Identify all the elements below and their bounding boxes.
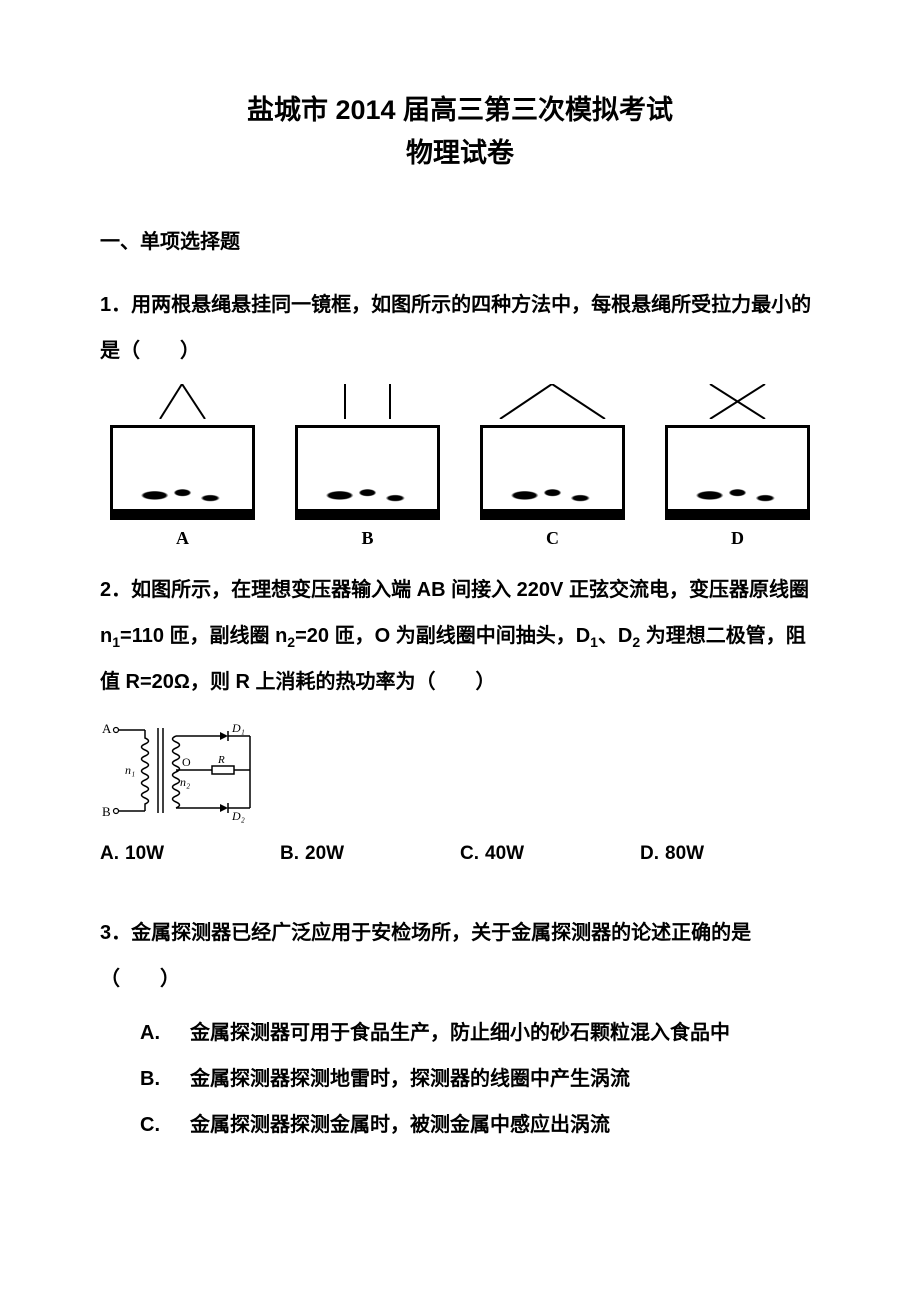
figure-b-label: B <box>361 528 373 549</box>
option-3c: C. 金属探测器探测金属时，被测金属中感应出涡流 <box>140 1102 820 1148</box>
figure-a: A <box>110 384 255 549</box>
option-3a: A. 金属探测器可用于食品生产，防止细小的砂石颗粒混入食品中 <box>140 1010 820 1056</box>
figure-c-label: C <box>546 528 559 549</box>
circuit-label-b: B <box>102 804 111 819</box>
circuit-label-d1: D₁ <box>231 721 245 735</box>
question-1-figures: A B C D <box>100 384 820 549</box>
question-3-text: 3．金属探测器已经广泛应用于安检场所，关于金属探测器的论述正确的是（ ） <box>100 910 820 1002</box>
rope-d-svg <box>665 384 810 419</box>
section-1-header: 一、单项选择题 <box>100 225 820 254</box>
question-2-options: A. 10W B. 20W C. 40W D. 80W <box>100 843 820 865</box>
exam-title-sub: 物理试卷 <box>100 131 820 170</box>
circuit-label-n2: n₂ <box>180 775 190 789</box>
option-2c: C. 40W <box>460 843 640 865</box>
circuit-label-n1: n₁ <box>125 763 135 777</box>
frame-b <box>295 425 440 520</box>
frame-a <box>110 425 255 520</box>
option-2d: D. 80W <box>640 843 760 865</box>
option-2b: B. 20W <box>280 843 460 865</box>
figure-d: D <box>665 384 810 549</box>
option-3b: B. 金属探测器探测地雷时，探测器的线圈中产生涡流 <box>140 1056 820 1102</box>
circuit-label-d2: D₂ <box>231 809 245 823</box>
circuit-diagram: A B n₁ D₁ O n₂ R D₂ <box>100 718 270 823</box>
figure-d-label: D <box>731 528 744 549</box>
question-1-text: 1．用两根悬绳悬挂同一镜框，如图所示的四种方法中，每根悬绳所受拉力最小的是（ ） <box>100 282 820 374</box>
question-2-text: 2．如图所示，在理想变压器输入端 AB 间接入 220V 正弦交流电，变压器原线… <box>100 567 820 705</box>
exam-title-main: 盐城市 2014 届高三第三次模拟考试 <box>100 90 820 131</box>
circuit-label-o: O <box>182 755 191 769</box>
rope-b-svg <box>295 384 440 419</box>
rope-a-svg <box>110 384 255 419</box>
question-3-options: A. 金属探测器可用于食品生产，防止细小的砂石颗粒混入食品中 B. 金属探测器探… <box>100 1010 820 1148</box>
rope-c-svg <box>480 384 625 419</box>
frame-c <box>480 425 625 520</box>
figure-b: B <box>295 384 440 549</box>
option-2a: A. 10W <box>100 843 280 865</box>
frame-d <box>665 425 810 520</box>
figure-c: C <box>480 384 625 549</box>
circuit-label-r: R <box>217 754 225 766</box>
circuit-label-a: A <box>102 721 112 736</box>
figure-a-label: A <box>176 528 189 549</box>
